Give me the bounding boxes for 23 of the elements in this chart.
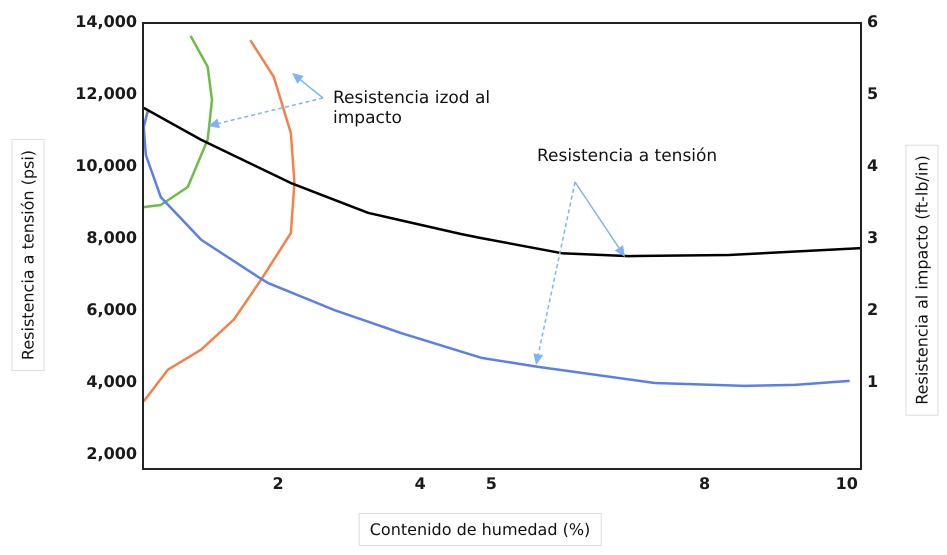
annotation: Resistencia a tensión [537, 146, 718, 166]
y-tick-label: 12,000 [75, 84, 137, 104]
y-tick-label: 2,000 [86, 444, 137, 463]
y-tick-label: 10,000 [75, 156, 137, 176]
y-tick-label: 6,000 [86, 300, 137, 319]
y2-tick-label: 5 [867, 84, 878, 104]
y2-axis-title: Resistencia al impacto (ft-lb/in) [906, 144, 938, 416]
annotation: Resistencia izod al impacto [333, 88, 492, 128]
y-axis-title: Resistencia a tensión (psi) [12, 138, 44, 372]
y2-tick-label: 3 [867, 228, 878, 247]
y2-tick-label: 4 [867, 156, 878, 176]
y2-tick-label: 6 [867, 12, 878, 32]
x-tick-label: 2 [272, 474, 284, 493]
x-tick-label: 8 [699, 474, 710, 493]
y2-tick-label: 2 [867, 300, 878, 319]
y-tick-label: 14,000 [75, 12, 137, 32]
y2-tick-label: 1 [867, 372, 878, 391]
y-tick-label: 8,000 [86, 228, 137, 247]
y-tick-label: 4,000 [86, 372, 137, 391]
x-tick-label: 5 [486, 474, 497, 493]
x-tick-label: 10 [836, 474, 858, 493]
x-tick-label: 4 [414, 474, 426, 493]
x-axis-title: Contenido de humedad (%) [358, 513, 602, 546]
